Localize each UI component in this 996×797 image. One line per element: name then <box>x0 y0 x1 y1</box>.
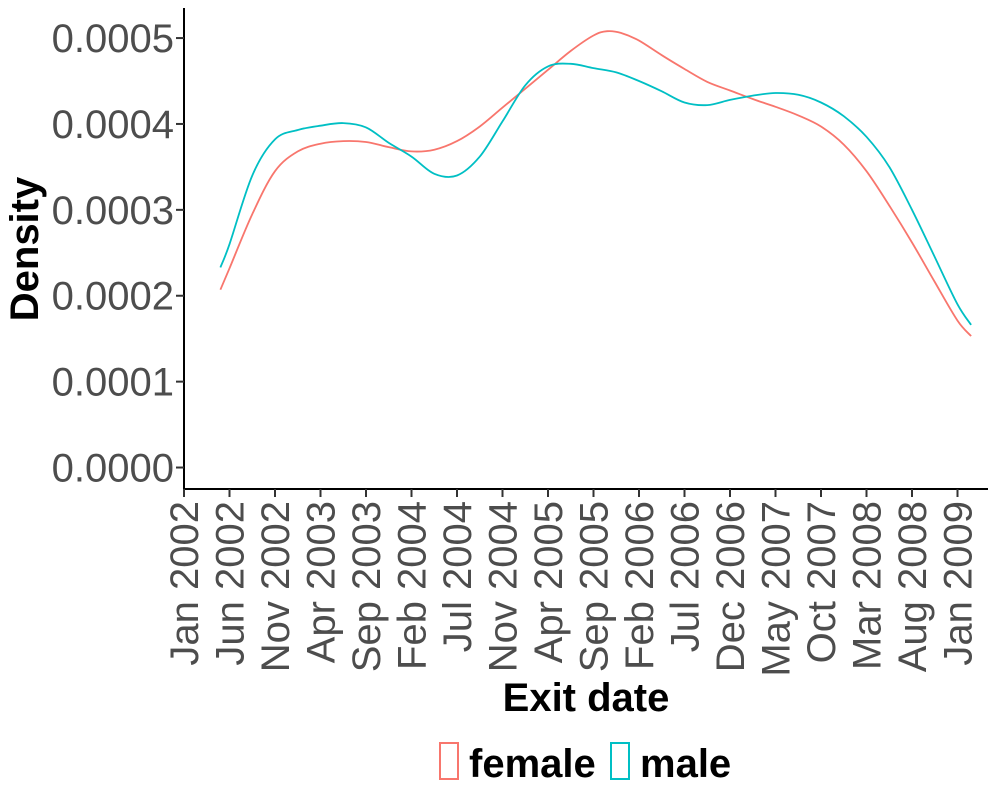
x-tick-label: Mar 2008 <box>846 501 890 670</box>
legend-key-male <box>610 742 630 780</box>
x-tick-label: Jan 2009 <box>937 501 981 666</box>
x-tick-label: Oct 2007 <box>800 501 844 663</box>
x-tick-label: Jan 2002 <box>163 501 207 666</box>
legend-key-female <box>439 742 459 780</box>
y-tick-label: 0.0004 <box>52 103 174 147</box>
x-tick-label: Jul 2006 <box>664 501 708 652</box>
y-axis-ticks: 0.0000 0.0001 0.0002 0.0003 0.0004 0.0005 <box>52 17 184 491</box>
series-layer <box>219 30 972 337</box>
series-line-male <box>219 62 972 326</box>
y-tick-label: 0.0001 <box>52 361 174 405</box>
x-tick-label: May 2007 <box>755 501 799 677</box>
x-axis-ticks: Jan 2002 Jun 2002 Nov 2002 Apr 2003 Sep 2003… <box>163 489 981 677</box>
y-tick-label: 0.0000 <box>52 447 174 491</box>
x-tick-label: Feb 2004 <box>391 501 435 670</box>
y-tick-label: 0.0003 <box>52 189 174 233</box>
x-tick-label: Aug 2008 <box>891 501 935 672</box>
x-tick-label: Nov 2004 <box>482 501 526 672</box>
x-tick-label: Dec 2006 <box>709 501 753 672</box>
legend-label-male: male <box>640 742 731 786</box>
series-line-female <box>219 30 972 337</box>
x-tick-label: Sep 2005 <box>573 501 617 672</box>
legend-label-female: female <box>469 742 596 786</box>
x-tick-label: Sep 2003 <box>345 501 389 672</box>
x-tick-label: Jul 2004 <box>436 501 480 652</box>
y-tick-label: 0.0005 <box>52 17 174 61</box>
y-tick-label: 0.0002 <box>52 275 174 319</box>
legend: female male <box>439 742 731 786</box>
x-tick-label: Apr 2005 <box>527 501 571 663</box>
x-tick-label: Jun 2002 <box>209 501 253 666</box>
y-axis-title: Density <box>3 176 47 321</box>
x-axis-title: Exit date <box>503 676 670 720</box>
x-tick-label: Feb 2006 <box>618 501 662 670</box>
x-tick-label: Nov 2002 <box>254 501 298 672</box>
x-tick-label: Apr 2003 <box>300 501 344 663</box>
